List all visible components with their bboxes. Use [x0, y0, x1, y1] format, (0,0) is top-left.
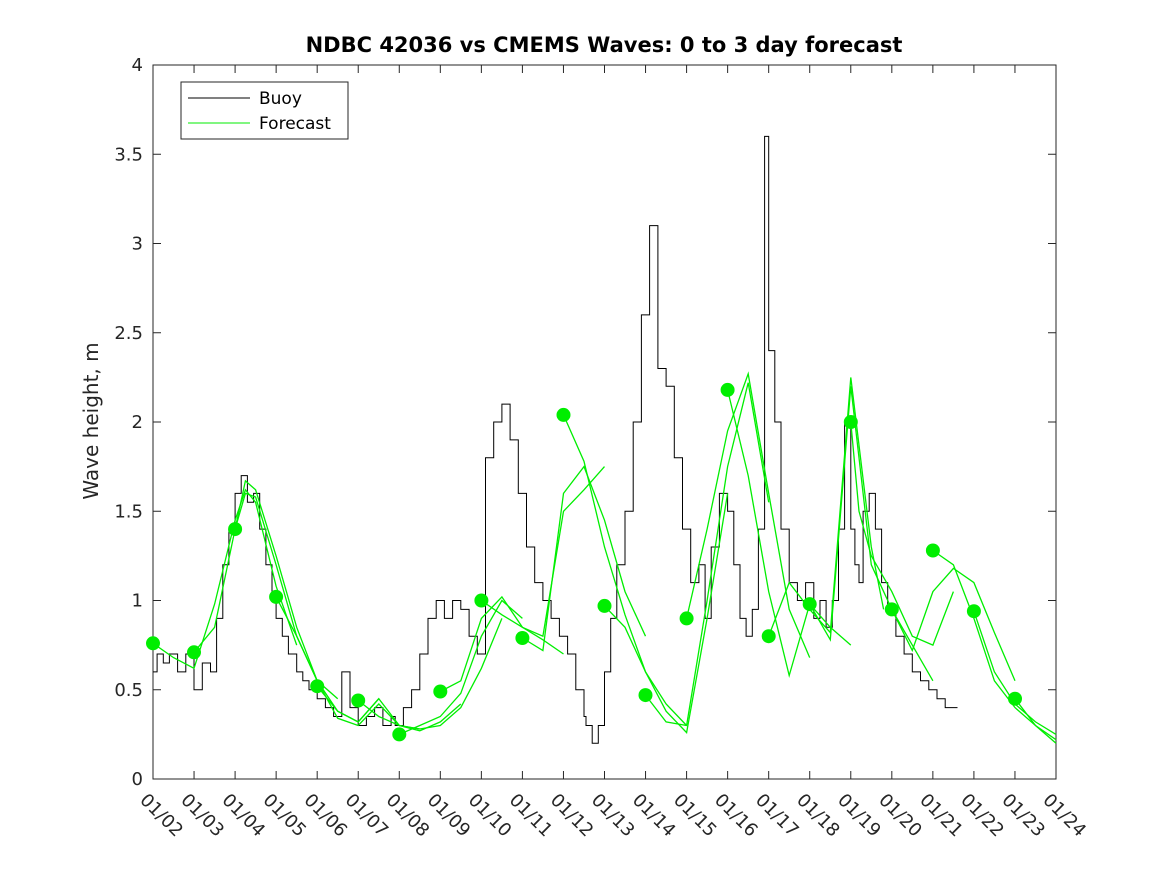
x-tick-label: 01/14 [628, 790, 680, 842]
x-tick-label: 01/03 [177, 790, 229, 842]
y-tick-label: 2.5 [114, 323, 143, 344]
y-tick-label: 4 [132, 55, 143, 76]
forecast-initial-point [269, 589, 284, 604]
forecast-initial-point [638, 688, 653, 703]
x-tick-label: 01/20 [874, 790, 926, 842]
forecast-run-line [357, 618, 503, 730]
forecast-initial-point [679, 611, 694, 626]
x-tick-label: 01/10 [464, 790, 516, 842]
forecast-initial-point [597, 598, 612, 613]
x-tick-label: 01/06 [300, 790, 352, 842]
forecast-initial-point [433, 684, 448, 699]
x-tick-label: 01/23 [997, 790, 1049, 842]
x-tick-label: 01/19 [833, 790, 885, 842]
forecast-run-line [562, 414, 688, 726]
forecast-initial-point [228, 522, 243, 537]
forecast-run-line [481, 466, 605, 638]
y-tick-label: 3 [132, 234, 143, 255]
y-tick-label: 2 [132, 412, 143, 433]
x-tick-label: 01/17 [751, 790, 803, 842]
forecast-initial-point [351, 693, 366, 708]
forecast-initial-point [802, 597, 817, 612]
forecast-run-line [685, 371, 811, 658]
y-tick-label: 0.5 [114, 680, 143, 701]
forecast-run-line [439, 595, 564, 693]
forecast-run-line [809, 386, 934, 682]
forecast-run-line [604, 493, 729, 734]
x-tick-label: 01/22 [956, 790, 1008, 842]
forecast-initial-point [720, 382, 735, 397]
legend-buoy-label: Buoy [259, 89, 302, 109]
x-tick-label: 01/11 [505, 790, 557, 842]
forecast-run-line [522, 465, 647, 652]
y-tick-label: 1.5 [114, 501, 143, 522]
forecast-initial-point [1008, 691, 1022, 706]
forecast-initial-point [474, 593, 489, 608]
forecast-run-line [644, 382, 770, 727]
y-tick-label: 1 [132, 591, 143, 612]
legend-forecast-label: Forecast [259, 114, 331, 134]
legend-box [180, 81, 349, 140]
y-tick-label: 0 [132, 769, 143, 790]
forecast-initial-point [884, 602, 899, 617]
legend: Buoy Forecast [180, 81, 349, 140]
x-tick-label: 01/05 [259, 790, 311, 842]
y-axis-label: Wave height, m [79, 342, 103, 499]
y-axis: 0 0.5 1 1.5 2 2.5 3 3.5 4 [114, 55, 1056, 790]
forecast-initial-point [843, 415, 858, 429]
forecast-initial-point [187, 645, 201, 660]
series-layer [146, 135, 1057, 744]
x-tick-label: 01/21 [915, 790, 967, 842]
y-tick-label: 3.5 [114, 144, 143, 165]
plot-area [152, 64, 1057, 780]
x-tick-label: 01/02 [135, 790, 187, 842]
forecast-initial-point [146, 636, 160, 651]
forecast-run-line [152, 488, 298, 670]
forecast-initial-point [310, 679, 325, 694]
forecast-initial-point [515, 631, 530, 645]
x-tick-label: 01/07 [341, 790, 393, 842]
x-tick-label: 01/16 [710, 790, 762, 842]
x-tick-label: 01/12 [546, 790, 598, 842]
x-tick-label: 01/09 [423, 790, 475, 842]
forecast-initial-point [966, 604, 981, 619]
x-tick-label: 01/24 [1038, 790, 1090, 842]
forecast-run-line [399, 599, 523, 735]
forecast-run-line [891, 567, 1016, 682]
forecast-initial-point [392, 727, 407, 742]
x-tick-label: 01/15 [669, 790, 721, 842]
forecast-initial-point [761, 629, 776, 644]
forecast-initial-point [925, 543, 940, 558]
forecast-run-line [316, 685, 462, 732]
x-tick-label: 01/18 [792, 790, 844, 842]
x-tick-label: 01/04 [218, 790, 270, 842]
x-tick-label: 01/08 [382, 790, 434, 842]
forecast-run-line [1014, 698, 1057, 744]
chart-title: NDBC 42036 vs CMEMS Waves: 0 to 3 day fo… [306, 33, 903, 57]
x-tick-label: 01/13 [587, 790, 639, 842]
forecast-run-line [850, 421, 955, 646]
forecast-initial-point [556, 407, 571, 422]
